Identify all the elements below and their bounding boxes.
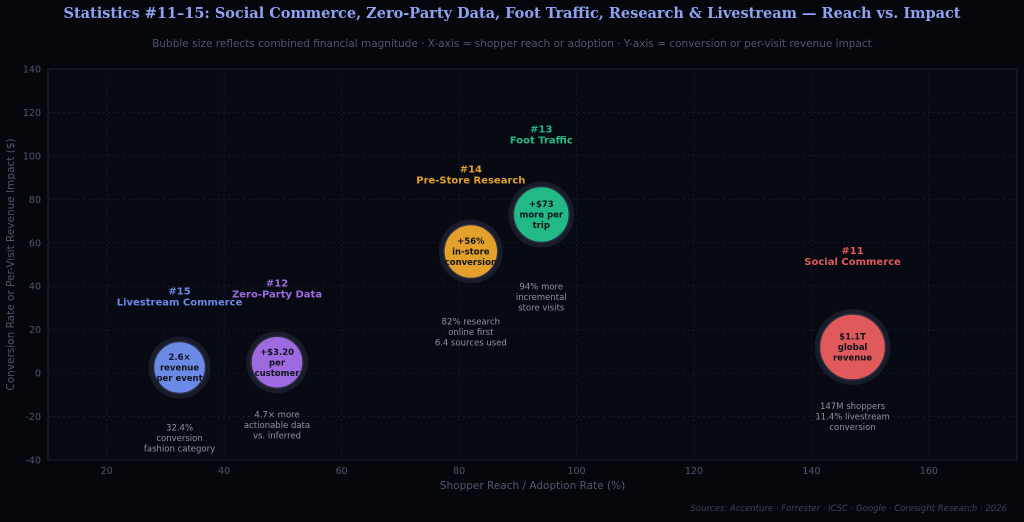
chart-title: Statistics #11–15: Social Commerce, Zero… [63, 5, 961, 22]
y-tick-label: 60 [29, 238, 41, 249]
bubble-11 [818, 313, 887, 381]
bubble-note-text: actionable data [244, 421, 310, 431]
bubble-value-text: more per [519, 211, 563, 221]
y-tick-label: 80 [29, 195, 41, 206]
chart-subtitle: Bubble size reflects combined financial … [152, 38, 872, 50]
bubble-note-text: 147M shoppers [820, 402, 886, 412]
bubble-note-text: 6.4 sources used [435, 338, 507, 348]
bubble-value-text: per event [156, 374, 202, 384]
bubble-note-text: conversion [156, 434, 202, 444]
bubble-value-text: +$3.20 [260, 348, 294, 358]
x-tick-label: 120 [685, 466, 703, 477]
bubble-note-text: 32.4% [166, 423, 193, 433]
bubble-value-text: global [838, 343, 868, 353]
bubble-id-label: #15 [168, 286, 190, 297]
bubble-note-text: incremental [516, 293, 567, 303]
bubble-value-text: revenue [833, 354, 872, 364]
bubble-name-label: Livestream Commerce [117, 297, 243, 308]
bubble-note-text: store visits [518, 304, 565, 314]
y-tick-label: 40 [29, 282, 41, 293]
bubble-note-text: 11.4% livestream [815, 413, 889, 423]
bubble-13 [512, 185, 571, 244]
x-tick-label: 60 [336, 466, 348, 477]
bubble-name-label: Pre-Store Research [416, 175, 525, 186]
bubble-value-text: customer [255, 369, 301, 379]
bubble-12 [250, 335, 304, 389]
sources-footnote: Sources: Accenture · Forrester · ICSC · … [690, 504, 1007, 514]
bubble-id-label: #14 [460, 164, 482, 175]
bubble-name-label: Zero-Party Data [232, 289, 322, 300]
x-tick-label: 80 [453, 466, 465, 477]
bubble-id-label: #13 [530, 125, 552, 136]
y-tick-label: 140 [23, 65, 41, 76]
y-tick-label: 20 [29, 325, 41, 336]
bubble-note-text: conversion [829, 423, 875, 433]
y-tick-label: -20 [25, 412, 41, 423]
bubble-note-text: vs. inferred [253, 431, 301, 441]
bubble-value-text: +56% [457, 237, 485, 247]
bubble-note-text: fashion category [144, 444, 215, 454]
bubble-name-label: Social Commerce [804, 257, 901, 268]
x-tick-label: 140 [802, 466, 820, 477]
bubble-note-text: 82% research [442, 317, 500, 327]
bubble-name-label: Foot Traffic [510, 136, 573, 147]
bubble-value-text: trip [533, 221, 550, 231]
y-tick-label: 0 [35, 369, 41, 380]
bubble-value-text: +$73 [529, 200, 554, 210]
y-tick-label: 100 [23, 151, 41, 162]
y-tick-label: 120 [23, 108, 41, 119]
x-tick-label: 40 [218, 466, 230, 477]
x-tick-label: 20 [101, 466, 113, 477]
bubble-14 [443, 223, 499, 280]
y-axis-label: Conversion Rate or Per-Visit Revenue Imp… [5, 138, 17, 390]
bubble-15 [152, 340, 207, 395]
x-tick-label: 100 [567, 466, 585, 477]
bubble-note-text: online first [448, 328, 494, 338]
x-tick-label: 160 [920, 466, 938, 477]
bubble-id-label: #11 [841, 246, 863, 257]
bubble-value-text: per [269, 358, 286, 368]
bubble-id-label: #12 [266, 278, 288, 289]
plot-area [47, 68, 1018, 461]
x-axis-label: Shopper Reach / Adoption Rate (%) [440, 480, 625, 492]
bubble-value-text: $1.1T [839, 333, 866, 343]
y-tick-label: -40 [25, 456, 41, 467]
bubble-note-text: 4.7× more [254, 410, 299, 420]
bubble-value-text: 2.6× [168, 353, 190, 363]
bubble-value-text: in-store [452, 247, 490, 257]
bubble-note-text: 94% more [519, 283, 563, 293]
bubble-value-text: conversion [445, 258, 497, 268]
bubble-value-text: revenue [160, 363, 199, 373]
